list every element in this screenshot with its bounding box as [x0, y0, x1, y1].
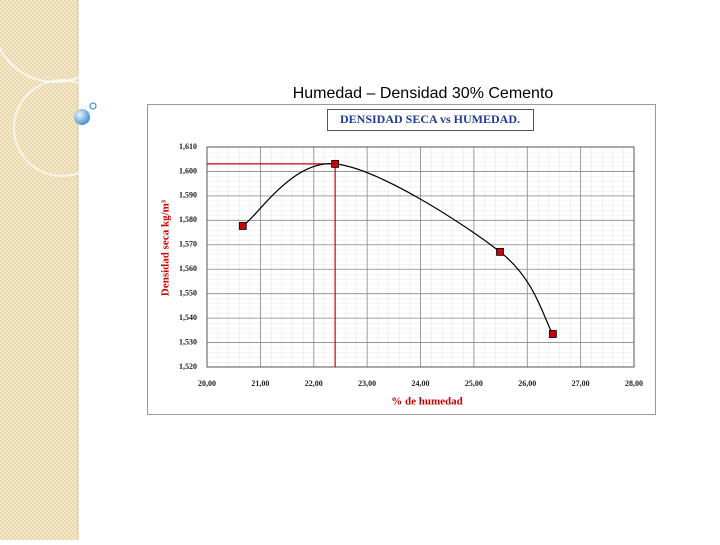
- x-tick-label: 27,00: [572, 379, 590, 388]
- x-tick-label: 25,00: [465, 379, 483, 388]
- y-tick-label: 1,600: [179, 166, 197, 175]
- x-tick-label: 21,00: [251, 379, 269, 388]
- y-tick-label: 1,590: [179, 191, 197, 200]
- slide-title: Humedad – Densidad 30% Cemento: [293, 85, 554, 102]
- data-point: [496, 247, 504, 256]
- data-point: [548, 330, 557, 338]
- x-axis-label: % de humedad: [391, 396, 463, 408]
- y-axis-label: Densidad seca kg/m³: [160, 199, 172, 296]
- y-tick-label: 1,580: [179, 215, 197, 224]
- y-tick-label: 1,520: [179, 362, 197, 371]
- y-tick-label: 1,550: [179, 288, 197, 297]
- y-tick-label: 1,610: [179, 142, 197, 151]
- title-box: [327, 109, 534, 131]
- deco-ring: [13, 79, 111, 177]
- x-tick-label: 23,00: [358, 379, 376, 388]
- side-strip: [0, 0, 78, 540]
- x-tick-label: 22,00: [305, 379, 323, 388]
- x-tick-label: 20,00: [198, 379, 216, 388]
- x-tick-label: 28,00: [625, 379, 643, 388]
- y-tick-label: 1,560: [179, 264, 197, 273]
- x-tick-label: 26,00: [518, 379, 536, 388]
- y-tick-label: 1,570: [179, 240, 197, 249]
- plot-border: [206, 146, 635, 368]
- deco-ball: [74, 109, 90, 125]
- y-tick-label: 1,530: [179, 337, 197, 346]
- chart-title: DENSIDAD SECA vs HUMEDAD.: [340, 112, 520, 126]
- x-tick-label: 24,00: [412, 379, 430, 388]
- data-point: [331, 159, 340, 168]
- trend-curve: [242, 163, 554, 335]
- deco-dot: [89, 102, 97, 110]
- y-tick-label: 1,540: [179, 313, 197, 322]
- data-point: [238, 222, 247, 230]
- deco-ring: [0, 0, 118, 83]
